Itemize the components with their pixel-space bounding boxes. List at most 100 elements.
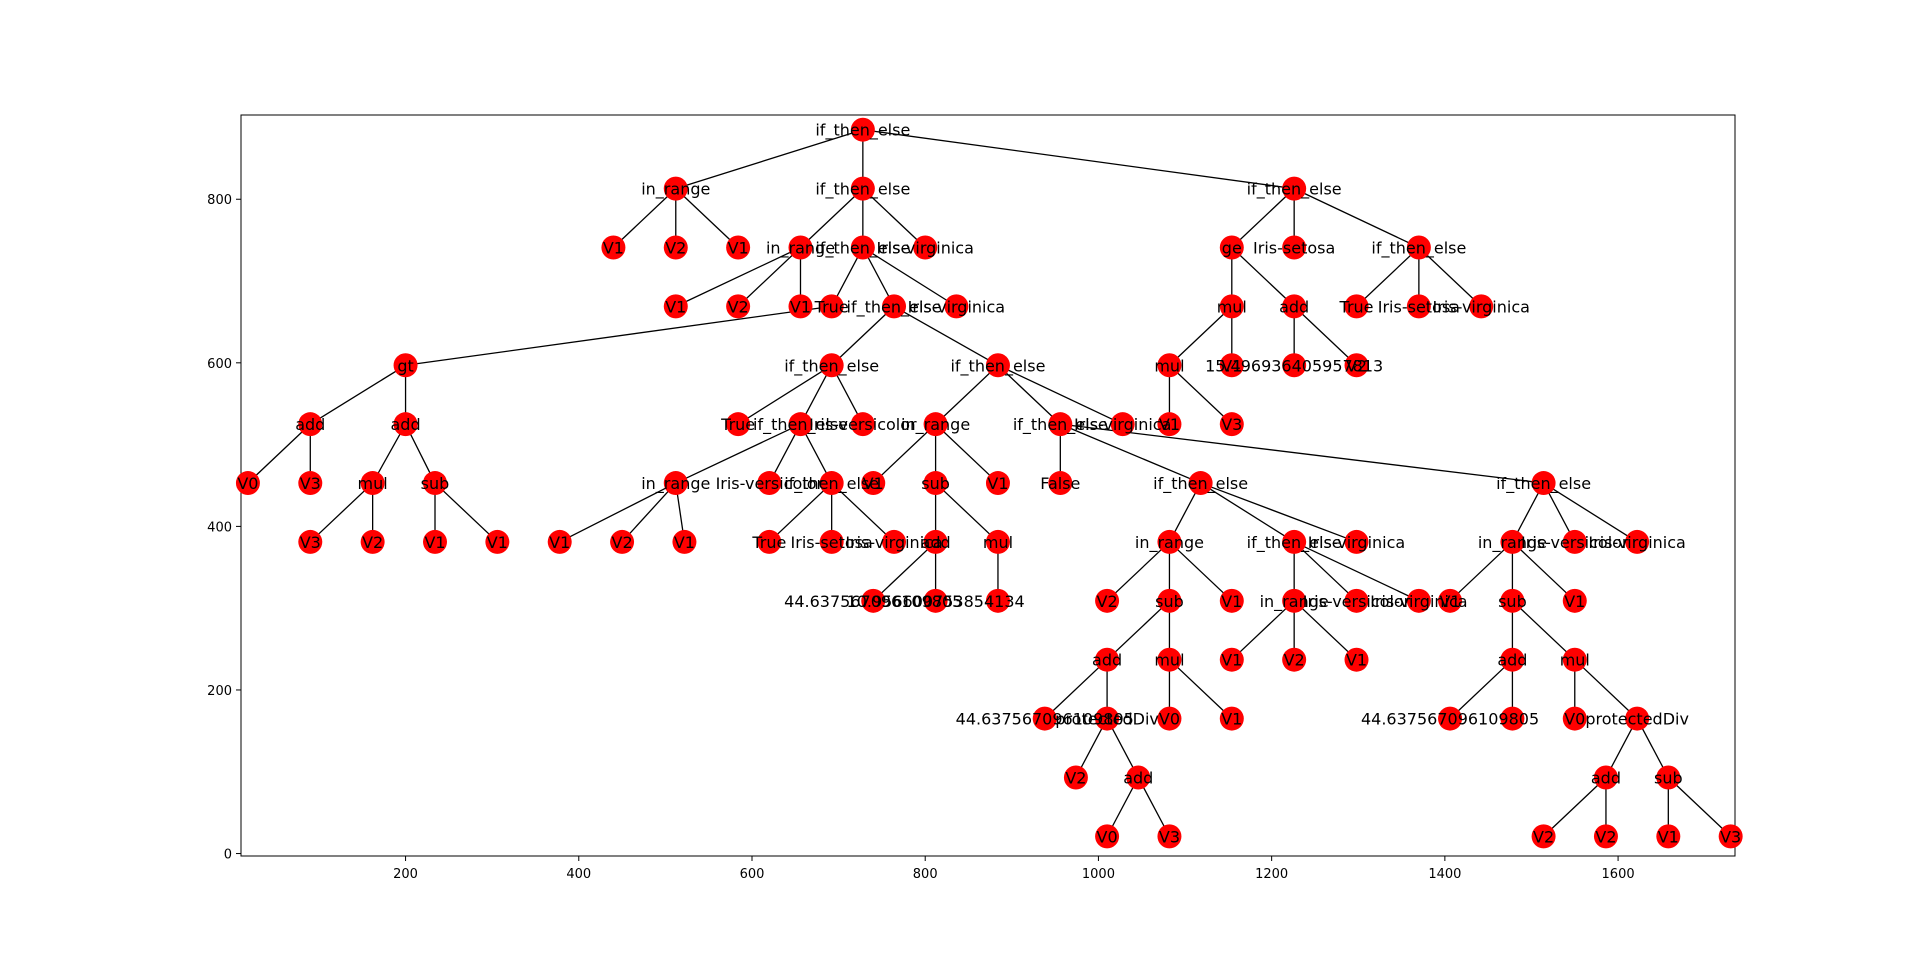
- tree-node: [1344, 647, 1369, 672]
- y-axis-ticks: 0 200 400 600 800: [207, 193, 241, 863]
- tree-node: [850, 117, 875, 142]
- node-label: Iris-versicolor: [1303, 592, 1411, 611]
- tree-node: [1063, 765, 1088, 790]
- tree-node: [1625, 706, 1650, 731]
- node-label: V2: [665, 238, 686, 257]
- node-label: in_range: [1478, 533, 1547, 553]
- node-label: if_then_else: [1496, 474, 1591, 494]
- node-label: Iris-versicolor: [1521, 533, 1629, 552]
- tree-edge: [768, 482, 833, 543]
- tree-nodes: [235, 117, 1743, 849]
- tree-node: [1625, 529, 1650, 554]
- tree-node: [757, 471, 782, 496]
- node-label: V3: [300, 474, 321, 493]
- tree-node: [1157, 824, 1182, 849]
- node-label: Iris-setosa: [791, 533, 873, 552]
- tree-edge: [893, 305, 999, 366]
- tree-edge: [1543, 777, 1607, 837]
- tree-node: [1344, 294, 1369, 319]
- node-label: if_then_else: [1013, 415, 1108, 435]
- node-label: V1: [1159, 415, 1180, 434]
- node-label: V3: [1221, 415, 1242, 434]
- node-label: Iris-virginica: [845, 533, 942, 552]
- node-label: 15.496936405957813: [1205, 356, 1383, 375]
- node-label: V0: [1564, 710, 1585, 729]
- x-tick-label: 1200: [1255, 867, 1288, 882]
- tree-node: [1282, 176, 1307, 201]
- node-label: if_then_else: [753, 415, 848, 435]
- node-label: V3: [1720, 827, 1741, 846]
- tree-edge: [309, 364, 406, 425]
- node-label: if_then_else: [815, 121, 910, 141]
- tree-node: [663, 176, 688, 201]
- tree-node: [423, 471, 448, 496]
- tree-edge: [1418, 247, 1482, 307]
- tree-edge: [559, 482, 677, 543]
- node-label: sub: [1498, 592, 1527, 611]
- node-label: Iris-virginica: [876, 238, 973, 257]
- tree-edge: [434, 482, 498, 543]
- tree-node: [235, 471, 260, 496]
- tree-node: [788, 412, 813, 437]
- tree-node: [1500, 588, 1525, 613]
- tree-node: [1219, 706, 1244, 731]
- tree-node: [423, 529, 448, 554]
- tree-node: [1562, 529, 1587, 554]
- tree-node: [1469, 294, 1494, 319]
- tree-node: [913, 235, 938, 260]
- tree-edge: [1449, 659, 1513, 720]
- node-label: Iris-versicolor: [716, 474, 824, 493]
- tree-edge: [1231, 188, 1295, 248]
- tree-edge: [935, 423, 999, 484]
- node-label: V2: [1284, 651, 1305, 670]
- tree-node: [547, 529, 572, 554]
- node-label: V2: [362, 533, 383, 552]
- tree-edge: [1231, 247, 1295, 307]
- tree-edge: [1293, 600, 1357, 661]
- node-label: Iris-virginica: [1074, 415, 1171, 434]
- tree-node: [298, 412, 323, 437]
- node-label: Iris-virginica: [1370, 592, 1467, 611]
- tree-node: [861, 588, 886, 613]
- tree-edge: [309, 482, 374, 543]
- tree-node: [610, 529, 635, 554]
- tree-node: [923, 412, 948, 437]
- tree-edge: [1168, 305, 1233, 366]
- tree-node: [1562, 588, 1587, 613]
- x-tick-label: 800: [913, 867, 938, 882]
- tree-edge: [1200, 482, 1357, 543]
- node-label: V2: [1097, 592, 1118, 611]
- tree-node: [788, 294, 813, 319]
- tree-edge: [997, 364, 1061, 425]
- tree-node: [923, 471, 948, 496]
- node-label: if_then_else: [950, 356, 1045, 376]
- tree-edge: [1511, 600, 1576, 661]
- node-label: sub: [1654, 768, 1683, 787]
- node-label: V1: [1439, 592, 1460, 611]
- node-label: V0: [1097, 827, 1118, 846]
- node-label: V1: [863, 474, 884, 493]
- node-label: if_then_else: [1153, 474, 1248, 494]
- tree-node: [1219, 647, 1244, 672]
- node-label: V0: [1159, 710, 1180, 729]
- tree-node: [1438, 706, 1463, 731]
- tree-node: [1282, 529, 1307, 554]
- node-label: V2: [1065, 768, 1086, 787]
- x-tick-label: 600: [740, 867, 765, 882]
- tree-node: [1282, 235, 1307, 260]
- tree-node: [663, 471, 688, 496]
- node-label: sub: [421, 474, 450, 493]
- node-label: if_then_else: [1371, 238, 1466, 258]
- tree-node: [360, 529, 385, 554]
- node-label: V2: [1346, 356, 1367, 375]
- tree-node: [1593, 824, 1618, 849]
- tree-edge: [1060, 423, 1201, 484]
- tree-node: [923, 529, 948, 554]
- tree-node: [1048, 412, 1073, 437]
- tree-node: [1095, 824, 1120, 849]
- node-label: True: [751, 533, 786, 552]
- tree-node: [985, 353, 1010, 378]
- node-label: gt: [397, 356, 413, 375]
- tree-edge: [737, 247, 801, 307]
